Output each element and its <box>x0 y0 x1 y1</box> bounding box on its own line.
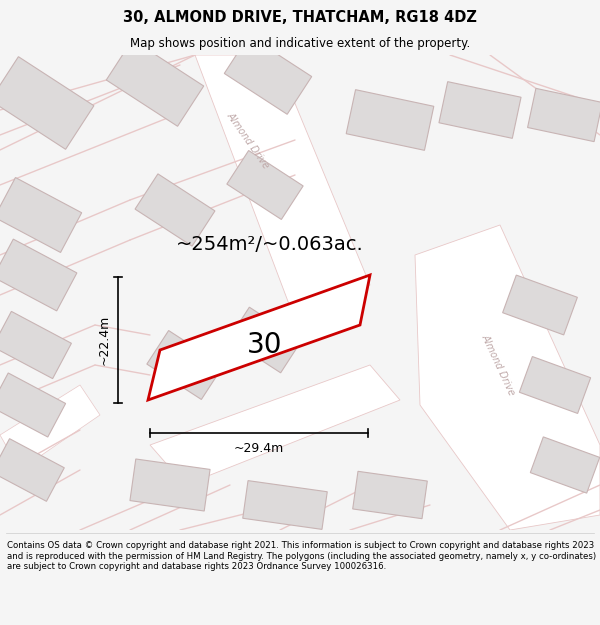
Text: ~22.4m: ~22.4m <box>97 315 110 365</box>
Polygon shape <box>224 36 312 114</box>
Text: 30: 30 <box>247 331 283 359</box>
Polygon shape <box>353 471 427 519</box>
Polygon shape <box>227 151 303 219</box>
Polygon shape <box>520 356 590 414</box>
Text: ~29.4m: ~29.4m <box>234 442 284 456</box>
Text: Almond Drive: Almond Drive <box>225 110 271 170</box>
Polygon shape <box>243 481 327 529</box>
Polygon shape <box>0 57 94 149</box>
Polygon shape <box>0 439 64 501</box>
Polygon shape <box>0 239 77 311</box>
Polygon shape <box>439 82 521 138</box>
Text: ~254m²/~0.063ac.: ~254m²/~0.063ac. <box>176 236 364 254</box>
Polygon shape <box>0 373 65 437</box>
Polygon shape <box>530 437 599 493</box>
Polygon shape <box>130 459 210 511</box>
Polygon shape <box>346 89 434 151</box>
Polygon shape <box>415 225 600 530</box>
Polygon shape <box>150 365 400 485</box>
Polygon shape <box>527 88 600 142</box>
Polygon shape <box>106 40 204 126</box>
Polygon shape <box>503 275 577 335</box>
Polygon shape <box>0 385 100 470</box>
Polygon shape <box>147 331 223 399</box>
Polygon shape <box>229 307 301 373</box>
Polygon shape <box>0 177 82 252</box>
Text: Almond Drive: Almond Drive <box>479 332 517 398</box>
Text: 30, ALMOND DRIVE, THATCHAM, RG18 4DZ: 30, ALMOND DRIVE, THATCHAM, RG18 4DZ <box>123 10 477 25</box>
Text: Contains OS data © Crown copyright and database right 2021. This information is : Contains OS data © Crown copyright and d… <box>7 541 596 571</box>
Text: Map shows position and indicative extent of the property.: Map shows position and indicative extent… <box>130 38 470 51</box>
Polygon shape <box>0 311 71 379</box>
Polygon shape <box>148 275 370 400</box>
Polygon shape <box>135 174 215 246</box>
Polygon shape <box>195 55 370 320</box>
